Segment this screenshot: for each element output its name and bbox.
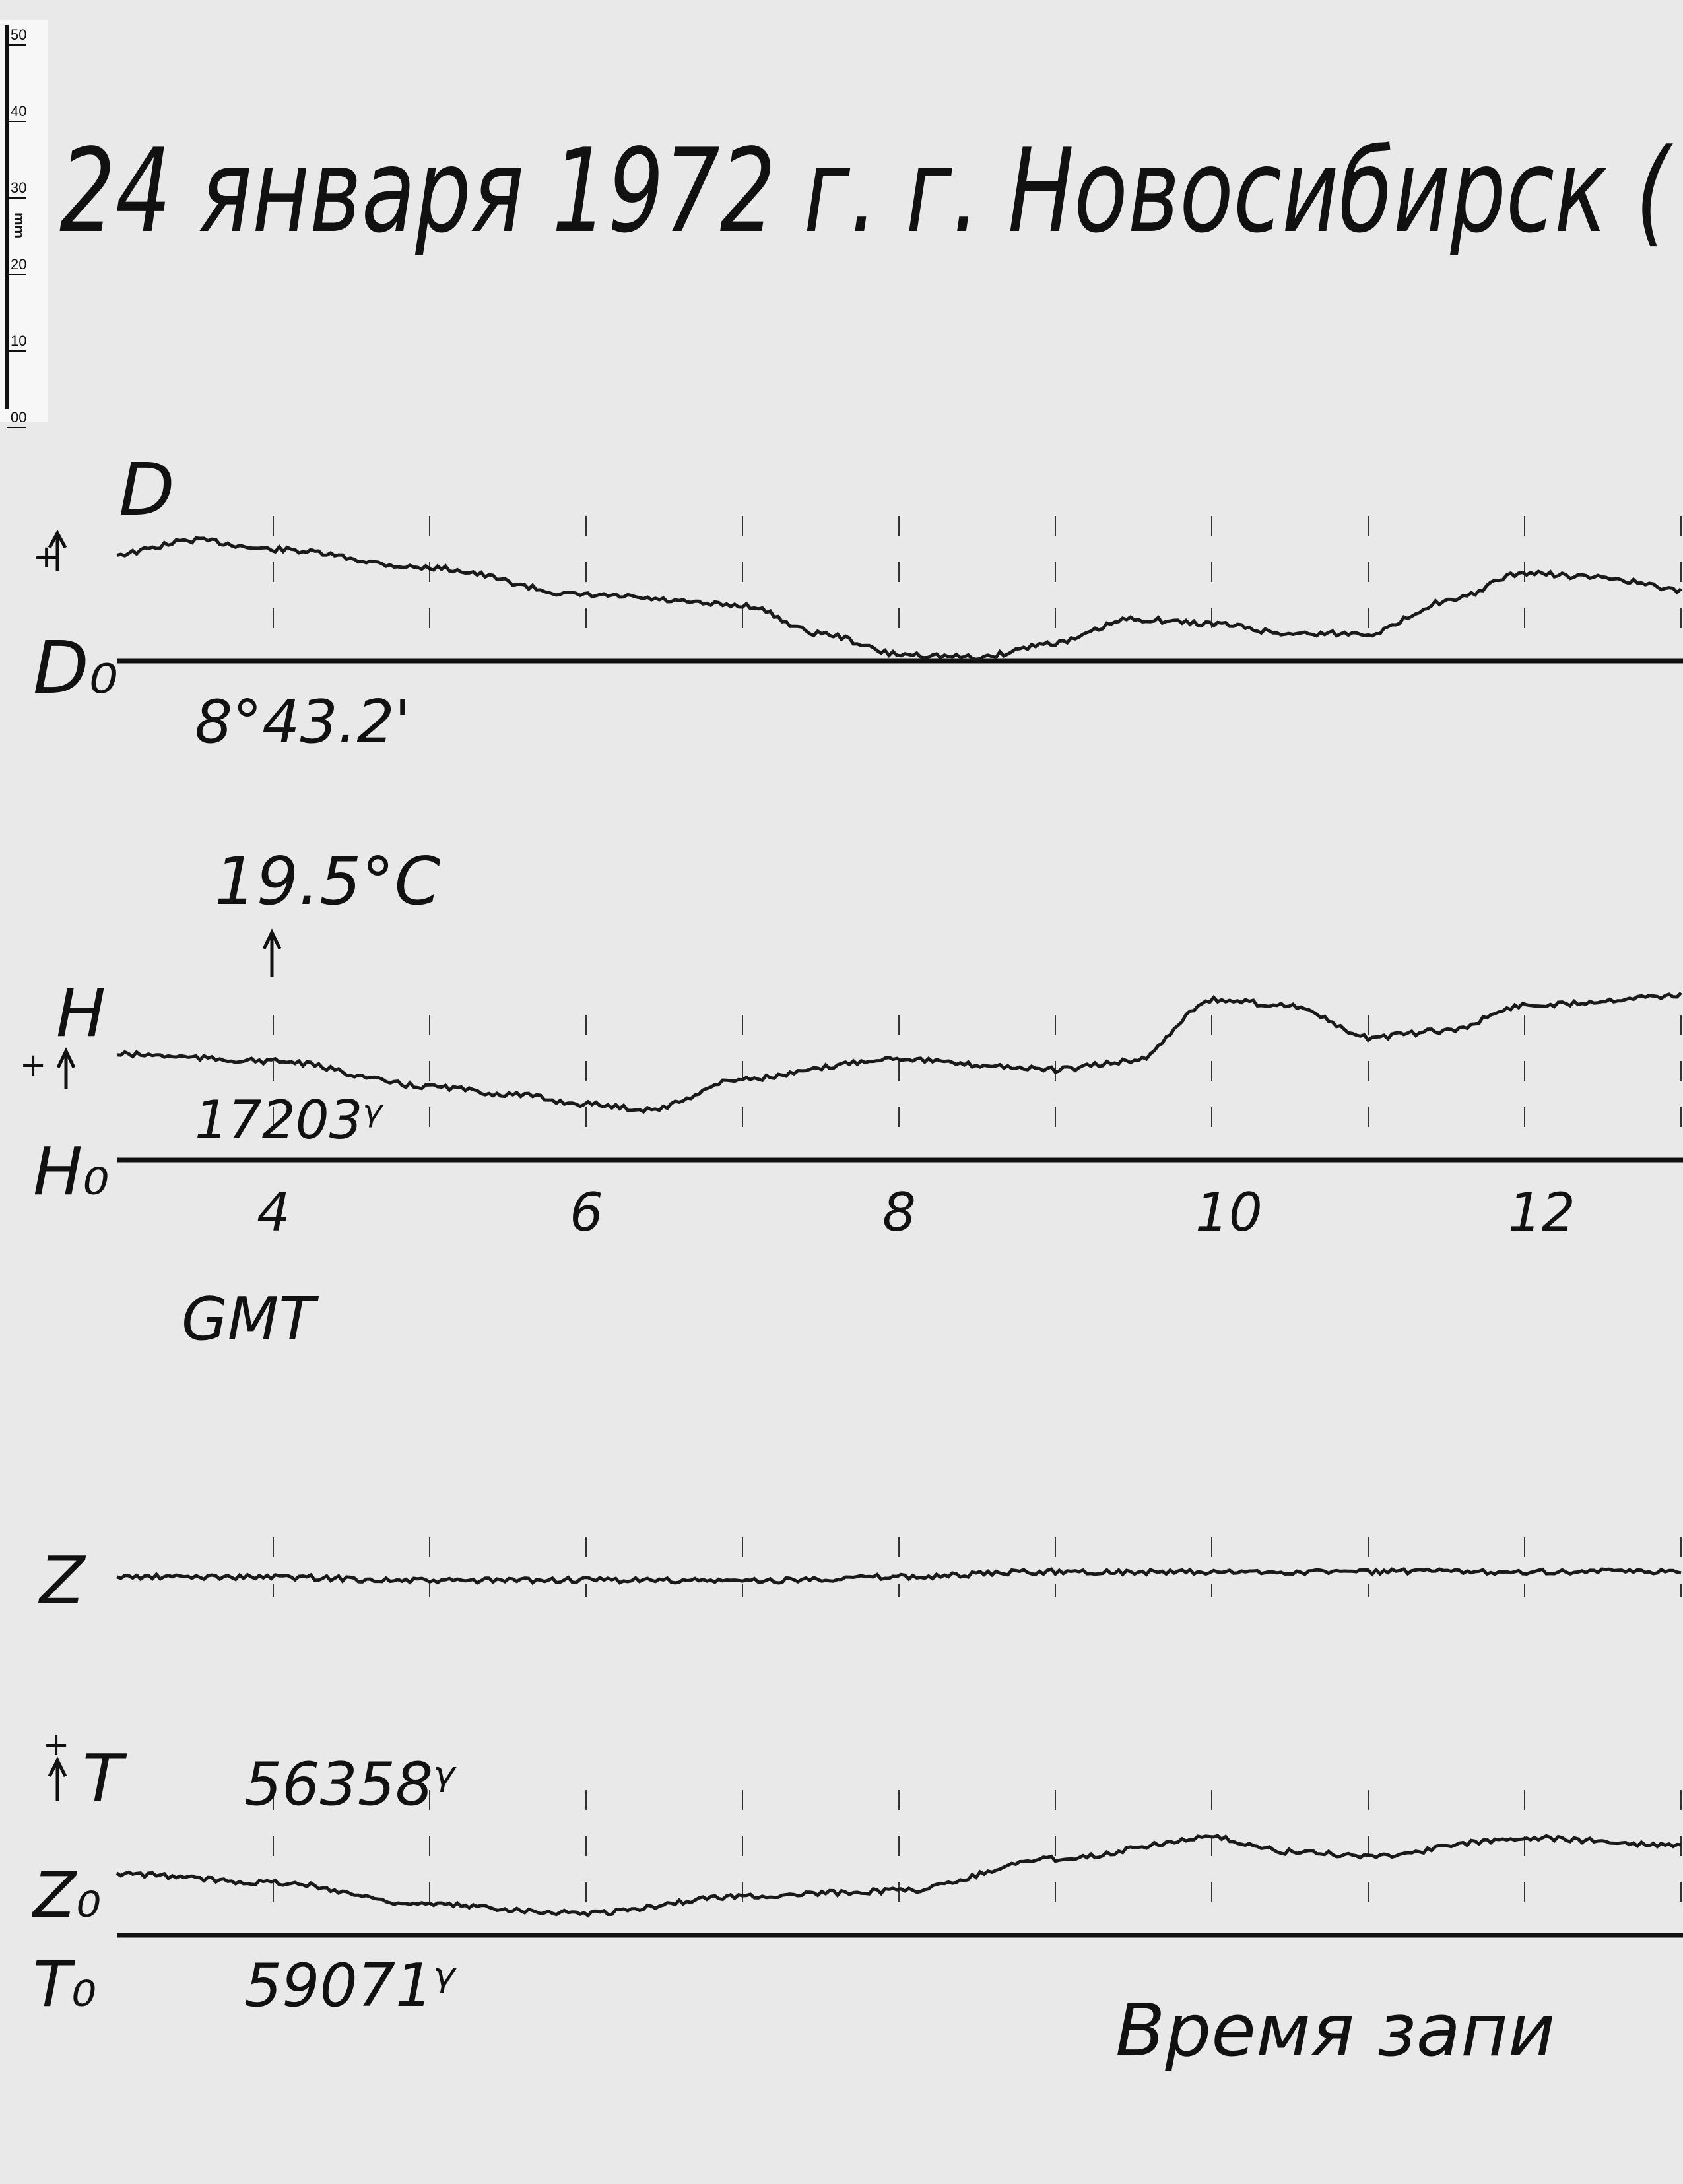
hour-label: 4 (257, 1182, 290, 1243)
t0-value: 59071ᵞ (244, 1951, 457, 2020)
arrow-up-icon (48, 529, 67, 571)
hour-label: 6 (570, 1182, 603, 1243)
plus-h: + (20, 1046, 46, 1083)
plus-t: + (43, 1726, 69, 1763)
ruler-label: 10 (11, 333, 26, 349)
trace-h (116, 991, 1682, 1114)
mm-ruler: 50 40 30 20 10 00 mm (0, 20, 48, 428)
t-value: 56358ᵞ (244, 1750, 457, 1819)
temperature: 19.5°C (214, 843, 441, 920)
arrow-up-icon (48, 1756, 67, 1801)
ruler-label: 40 (11, 103, 26, 119)
trace-t (116, 1834, 1682, 1918)
label-z: Z (38, 1542, 86, 1619)
ruler-unit: mm (11, 212, 28, 238)
baselines (117, 658, 1683, 1938)
ruler-label: 50 (11, 26, 26, 43)
ruler-label: 30 (11, 179, 26, 196)
label-t0: T₀ (33, 1948, 96, 2021)
label-z0: Z₀ (31, 1859, 101, 1932)
hour-label: 12 (1508, 1182, 1575, 1243)
ruler-label: 00 (11, 409, 26, 426)
ruler-label: 20 (11, 256, 26, 273)
d0-value: 8°43.2' (195, 688, 411, 757)
label-d0: D₀ (33, 626, 118, 710)
label-d: D (119, 447, 175, 532)
footer-text: Время запи (1115, 1988, 1555, 2072)
h0-value: 17203ᵞ (195, 1089, 383, 1151)
label-h0: H₀ (33, 1133, 109, 1210)
hour-tick-marks (273, 516, 1682, 1929)
arrow-up-icon (262, 928, 282, 977)
plus-d: + (33, 538, 59, 575)
label-h: H (56, 975, 106, 1052)
hour-label: 8 (882, 1182, 916, 1243)
gmt-label: GMT (182, 1285, 319, 1354)
page-title: 24 января 1972 г. г. Новосибирск ( (59, 125, 1673, 259)
traces (116, 536, 1682, 1918)
label-t: T (82, 1740, 127, 1817)
trace-d (116, 536, 1682, 661)
hour-labels: 4 6 8 10 12 (257, 1182, 1575, 1243)
trace-z (116, 1566, 1682, 1586)
hour-label: 10 (1195, 1182, 1263, 1243)
arrow-up-icon (56, 1047, 76, 1089)
